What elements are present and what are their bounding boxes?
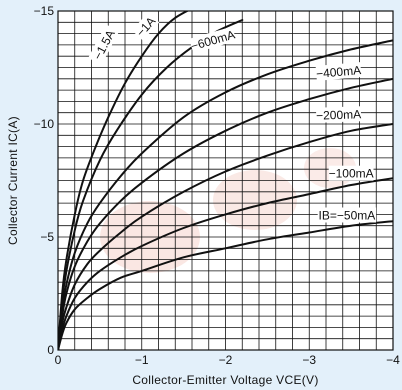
y-tick-label: −15 — [34, 4, 55, 18]
characteristic-curves — [58, 11, 393, 350]
curve-label-text: −400mA — [316, 63, 362, 81]
y-axis-ticks: 0 −5 −10 −15 — [34, 4, 55, 357]
curve-label-6: IB=−50mA — [317, 207, 377, 223]
x-tick-label: 0 — [55, 353, 62, 367]
curve-label-bg — [88, 24, 120, 65]
curve-label-bg — [328, 165, 374, 181]
plot-frame — [57, 10, 394, 351]
y-tick-label: 0 — [47, 343, 54, 357]
x-tick-label: −3 — [302, 353, 316, 367]
curve-series-3 — [58, 77, 393, 350]
y-tick-label: −10 — [34, 117, 55, 131]
x-tick-label: −2 — [219, 353, 233, 367]
y-axis-label: Collector Current IC(A) — [6, 116, 20, 245]
curve-series-6 — [58, 220, 393, 350]
curve-label-bg — [315, 106, 362, 123]
x-tick-label: −4 — [386, 353, 400, 367]
curve-label-3: −400mA — [315, 62, 362, 81]
curve-series-0 — [58, 11, 190, 350]
curve-label-text: IB=−50mA — [319, 209, 376, 223]
curve-label-bg — [189, 26, 237, 54]
curve-series-5 — [58, 177, 393, 350]
curve-label-text: −200mA — [316, 107, 361, 123]
y-tick-label: −5 — [40, 230, 54, 244]
curve-series-4 — [58, 123, 393, 350]
curve-label-4: −200mA — [315, 106, 362, 123]
curve-label-bg — [315, 62, 362, 81]
curve-label-text: −100mA — [329, 167, 374, 181]
x-tick-label: −1 — [135, 353, 149, 367]
curve-label-5: −100mA — [328, 165, 374, 181]
curve-label-bg — [131, 12, 160, 41]
curve-series-2 — [58, 39, 393, 350]
x-axis-ticks: 0 −1 −2 −3 −4 — [55, 353, 401, 367]
x-axis-label: Collector-Emitter Voltage VCE(V) — [132, 373, 318, 387]
curve-label-bg — [317, 207, 377, 223]
